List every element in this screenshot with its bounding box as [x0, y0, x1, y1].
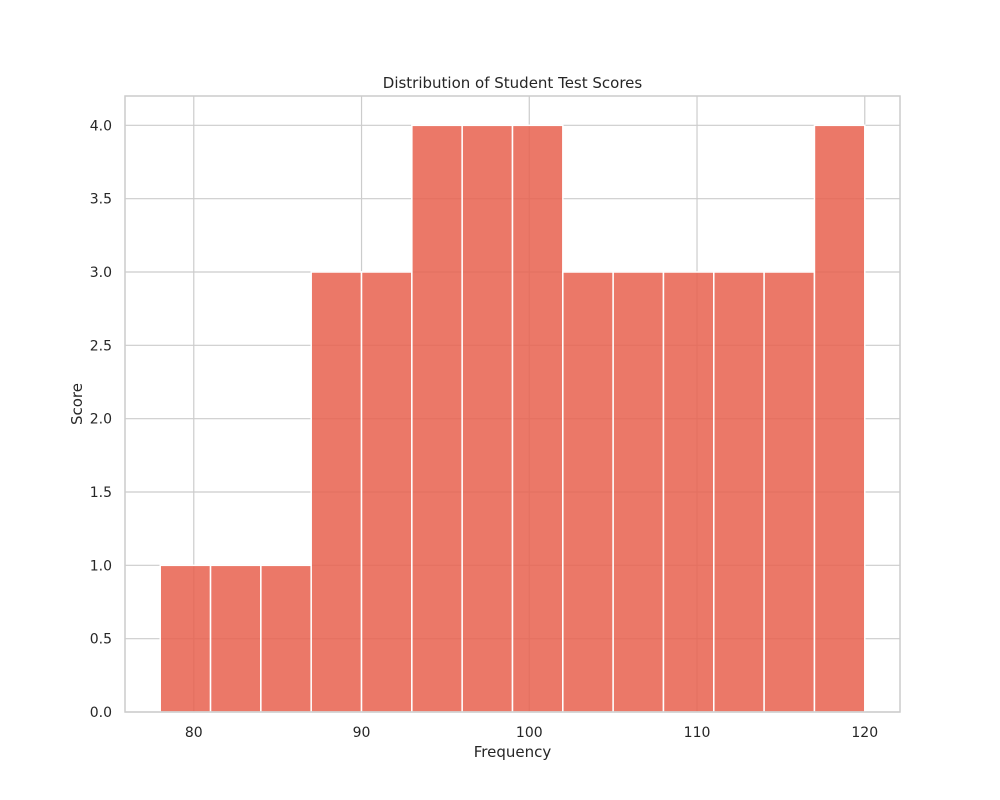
histogram-bar [511, 124, 564, 713]
y-tick-label: 4.0 [90, 118, 112, 134]
x-tick-label: 90 [353, 725, 371, 741]
y-tick-label: 0.5 [90, 632, 112, 648]
histogram-bar [310, 271, 363, 713]
histogram-bar [763, 271, 816, 713]
chart-title: Distribution of Student Test Scores [383, 74, 643, 92]
x-tick-label: 80 [185, 725, 203, 741]
histogram-bar [411, 124, 463, 713]
y-tick-labels: 0.0 0.5 1.0 1.5 2.0 2.5 3.0 3.5 4.0 [90, 118, 112, 721]
y-tick-label: 1.5 [90, 485, 112, 501]
histogram-bar [562, 271, 614, 713]
y-tick-label: 1.0 [90, 558, 112, 574]
histogram-bar [461, 124, 514, 713]
y-tick-label: 2.5 [90, 338, 112, 354]
histogram-bar [813, 124, 866, 713]
y-tick-label: 3.5 [90, 192, 112, 208]
y-tick-label: 0.0 [90, 705, 112, 721]
x-tick-label: 120 [851, 725, 878, 741]
plot-frame [124, 95, 901, 713]
histogram-bar [159, 564, 212, 713]
histogram-bar [260, 564, 312, 713]
histogram-bar [360, 271, 413, 713]
histogram-bar [612, 271, 665, 713]
x-tick-label: 110 [684, 725, 711, 741]
histogram-bar [713, 271, 765, 713]
x-tick-label: 100 [516, 725, 543, 741]
x-tick-labels: 80 90 100 110 120 [185, 725, 878, 741]
histogram-bar [662, 271, 715, 713]
y-tick-label: 3.0 [90, 265, 112, 281]
x-axis-label: Frequency [474, 743, 552, 761]
y-axis-label: Score [68, 383, 86, 425]
y-tick-label: 2.0 [90, 412, 112, 428]
histogram-bar [209, 564, 262, 713]
